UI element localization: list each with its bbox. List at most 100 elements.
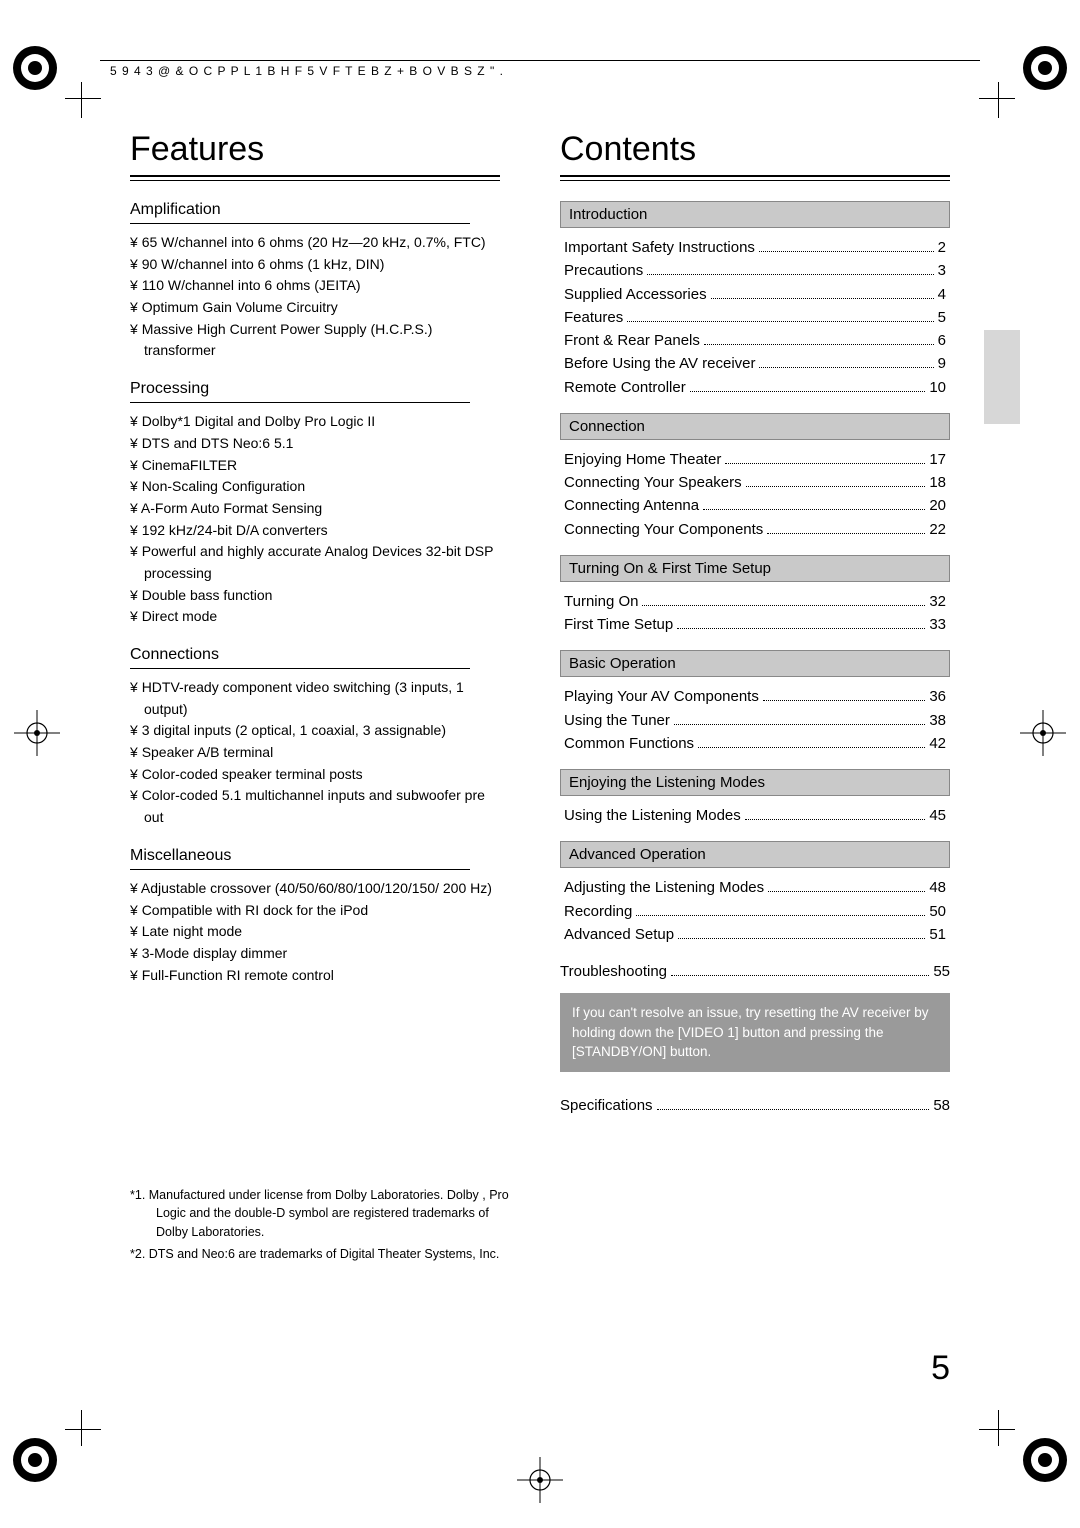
toc-row: Front & Rear Panels6 — [564, 329, 946, 352]
misc-heading: Miscellaneous — [130, 847, 500, 865]
registration-mark-icon — [5, 38, 65, 98]
toc-dots — [677, 628, 925, 629]
toc-dots — [674, 724, 925, 725]
toc-list: Important Safety Instructions2Precaution… — [560, 236, 950, 399]
toc-label: Connecting Your Speakers — [564, 471, 742, 494]
list-item: Optimum Gain Volume Circuitry — [130, 297, 500, 319]
toc-label: Connecting Your Components — [564, 518, 763, 541]
toc-dots — [647, 274, 933, 275]
footnote: *1. Manufactured under license from Dolb… — [130, 1186, 510, 1240]
list-item: 192 kHz/24-bit D/A converters — [130, 520, 500, 542]
contents-column: Contents IntroductionImportant Safety In… — [560, 130, 950, 1267]
toc-list: Playing Your AV Components36Using the Tu… — [560, 685, 950, 755]
registration-mark-icon — [1015, 1430, 1075, 1490]
processing-list: Dolby*1 Digital and Dolby Pro Logic IIDT… — [130, 411, 500, 628]
registration-mark-icon — [1015, 38, 1075, 98]
list-item: DTS and DTS Neo:6 5.1 — [130, 433, 500, 455]
features-title: Features — [130, 130, 500, 169]
toc-label: First Time Setup — [564, 613, 673, 636]
toc-row: Connecting Your Components22 — [564, 518, 946, 541]
list-item: Massive High Current Power Supply (H.C.P… — [130, 319, 500, 362]
toc-row: Advanced Setup 51 — [564, 923, 946, 946]
toc-label: Before Using the AV receiver — [564, 352, 755, 375]
toc-row: Precautions3 — [564, 259, 946, 282]
toc-label: Supplied Accessories — [564, 283, 707, 306]
toc-page: 2 — [938, 236, 946, 259]
footnote: *2. DTS and Neo:6 are trademarks of Digi… — [130, 1245, 510, 1263]
list-item: 90 W/channel into 6 ohms (1 kHz, DIN) — [130, 254, 500, 276]
list-item: Compatible with RI dock for the iPod — [130, 900, 500, 922]
toc-dots — [704, 344, 934, 345]
sub-rule — [130, 869, 470, 870]
crop-mark-icon — [979, 1410, 1015, 1446]
toc-row: Features5 — [564, 306, 946, 329]
toc-list: Using the Listening Modes45 — [560, 804, 950, 827]
toc-row: Using the Tuner38 — [564, 709, 946, 732]
toc-label: Troubleshooting — [560, 960, 667, 983]
list-item: HDTV-ready component video switching (3 … — [130, 677, 500, 720]
toc-section-heading: Advanced Operation — [560, 841, 950, 868]
toc-label: Adjusting the Listening Modes — [564, 876, 764, 899]
toc-page: 58 — [933, 1094, 950, 1117]
toc-dots — [678, 938, 925, 939]
toc-row: Common Functions42 — [564, 732, 946, 755]
toc-page: 51 — [929, 923, 946, 946]
list-item: Dolby*1 Digital and Dolby Pro Logic II — [130, 411, 500, 433]
toc-list: Enjoying Home Theater17Connecting Your S… — [560, 448, 950, 541]
list-item: Full-Function RI remote control — [130, 965, 500, 987]
title-rule — [560, 175, 950, 181]
toc-label: Common Functions — [564, 732, 694, 755]
list-item: Late night mode — [130, 921, 500, 943]
toc-label: Advanced Setup — [564, 923, 674, 946]
header-code: 5 9 4 3 @ & O C P P L 1 B H F 5 V F T E … — [110, 64, 504, 78]
sub-rule — [130, 223, 470, 224]
toc-page: 3 — [938, 259, 946, 282]
list-item: 110 W/channel into 6 ohms (JEITA) — [130, 275, 500, 297]
list-item: 3-Mode display dimmer — [130, 943, 500, 965]
crop-mark-icon — [65, 1410, 101, 1446]
misc-list: Adjustable crossover (40/50/60/80/100/12… — [130, 878, 500, 986]
toc-label: Recording — [564, 900, 632, 923]
list-item: Color-coded speaker terminal posts — [130, 764, 500, 786]
toc-dots — [627, 321, 933, 322]
toc-section-heading: Enjoying the Listening Modes — [560, 769, 950, 796]
toc-row: Recording50 — [564, 900, 946, 923]
toc-dots — [657, 1109, 930, 1110]
toc-page: 55 — [933, 960, 950, 983]
amplification-heading: Ampliﬁcation — [130, 201, 500, 219]
sub-rule — [130, 668, 470, 669]
toc-row: Playing Your AV Components36 — [564, 685, 946, 708]
toc-label: Playing Your AV Components — [564, 685, 759, 708]
toc-dots — [763, 700, 925, 701]
toc-row: Important Safety Instructions2 — [564, 236, 946, 259]
list-item: Speaker A/B terminal — [130, 742, 500, 764]
target-mark-icon — [1020, 710, 1066, 761]
amplification-list: 65 W/channel into 6 ohms (20 Hz—20 kHz, … — [130, 232, 500, 362]
toc-dots — [725, 463, 925, 464]
toc-dots — [703, 509, 925, 510]
toc-section-heading: Turning On & First Time Setup — [560, 555, 950, 582]
toc-page: 48 — [929, 876, 946, 899]
list-item: Double bass function — [130, 585, 500, 607]
toc-page: 9 — [938, 352, 946, 375]
connections-list: HDTV-ready component video switching (3 … — [130, 677, 500, 829]
list-item: Powerful and highly accurate Analog Devi… — [130, 541, 500, 584]
toc-label: Remote Controller — [564, 376, 686, 399]
toc-label: Front & Rear Panels — [564, 329, 700, 352]
toc-row: Using the Listening Modes45 — [564, 804, 946, 827]
toc-section-heading: Basic Operation — [560, 650, 950, 677]
crop-mark-icon — [65, 82, 101, 118]
toc-list: Turning On32First Time Setup33 — [560, 590, 950, 637]
processing-heading: Processing — [130, 380, 500, 398]
toc-page: 10 — [929, 376, 946, 399]
toc-row: Turning On32 — [564, 590, 946, 613]
list-item: CinemaFILTER — [130, 455, 500, 477]
list-item: Color-coded 5.1 multichannel inputs and … — [130, 785, 500, 828]
list-item: Non-Scaling Conﬁguration — [130, 476, 500, 498]
toc-label: Enjoying Home Theater — [564, 448, 721, 471]
toc-page: 18 — [929, 471, 946, 494]
toc-page: 5 — [938, 306, 946, 329]
toc-page: 17 — [929, 448, 946, 471]
toc-row: Connecting Your Speakers 18 — [564, 471, 946, 494]
toc-dots — [746, 486, 926, 487]
